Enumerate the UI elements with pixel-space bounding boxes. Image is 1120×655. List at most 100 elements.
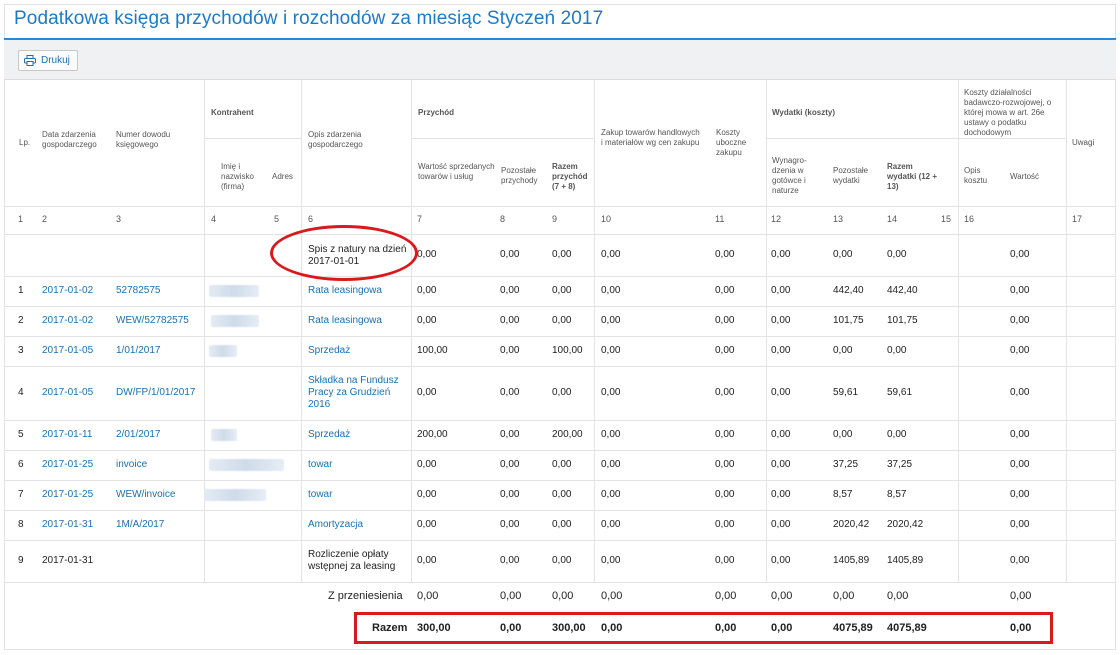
printer-icon (24, 55, 36, 66)
grid-hline (4, 336, 1116, 337)
row-value: 0,00 (500, 555, 520, 566)
column-number: 11 (715, 214, 725, 224)
row-date-link[interactable]: 2017-01-31 (42, 519, 94, 530)
header-lp: Lp. (19, 138, 31, 147)
row-value: 0,00 (601, 285, 621, 296)
header-data: Data zdarzenia gospodarczego (42, 130, 97, 149)
grid-hline (411, 138, 594, 139)
razem-value: 0,00 (601, 622, 623, 634)
row-lp: 6 (18, 459, 24, 470)
row-document-link[interactable]: 52782575 (116, 285, 161, 296)
row-description-link[interactable]: Rata leasingowa (308, 285, 382, 296)
header-imie: Imię i nazwisko (firma) (221, 162, 254, 191)
grid-hline (4, 480, 1116, 481)
row-document-link[interactable]: 2/01/2017 (116, 429, 161, 440)
row-value: 37,25 (833, 459, 859, 470)
header-opis: Opis zdarzenia gospodarczego (308, 130, 363, 149)
row-lp: 1 (18, 285, 24, 296)
header-zakup: Zakup towarów handlowych i materiałów wg… (601, 128, 700, 147)
row-value: 0,00 (552, 285, 572, 296)
razem-value: 300,00 (552, 622, 586, 634)
column-number: 13 (833, 214, 844, 224)
row-lp: 9 (18, 555, 24, 566)
row-value: 0,00 (771, 387, 791, 398)
row-description-link[interactable]: Składka na Fundusz Pracy za Grudzień 201… (308, 375, 399, 410)
row-value: 1405,89 (833, 555, 870, 566)
contractor-redacted (211, 429, 237, 441)
razem-value: 300,00 (417, 622, 451, 634)
row-document-link[interactable]: invoice (116, 459, 148, 470)
row-document-link[interactable]: DW/FP/1/01/2017 (116, 387, 196, 398)
row-value: 0,00 (500, 285, 520, 296)
row-value: 0,00 (715, 429, 735, 440)
row-value: 0,00 (715, 489, 735, 500)
column-number: 9 (552, 214, 558, 224)
row-date-link[interactable]: 2017-01-05 (42, 387, 94, 398)
grid-hline (4, 234, 1116, 235)
highlight-ellipse (270, 225, 418, 281)
row-value: 0,00 (715, 459, 735, 470)
row-date-link[interactable]: 2017-01-25 (42, 459, 94, 470)
grid-vline (958, 80, 959, 582)
row-value: 0,00 (500, 387, 520, 398)
z-przeniesienia-value: 0,00 (552, 590, 574, 602)
row-description-link[interactable]: Sprzedaż (308, 345, 351, 356)
opening-row-value: 0,00 (417, 249, 437, 260)
row-date-link[interactable]: 2017-01-11 (42, 429, 93, 440)
row-document-link[interactable]: 1/01/2017 (116, 345, 161, 356)
row-value: 8,57 (833, 489, 853, 500)
row-description-link[interactable]: Rata leasingowa (308, 315, 382, 326)
row-date-link[interactable]: 2017-01-25 (42, 489, 94, 500)
grid-hline (204, 138, 301, 139)
header-kontrahent: Kontrahent (211, 108, 254, 117)
row-date-link[interactable]: 2017-01-02 (42, 315, 94, 326)
row-description-link[interactable]: Amortyzacja (308, 519, 364, 530)
row-lp: 5 (18, 429, 24, 440)
row-value: 0,00 (500, 429, 520, 440)
column-number: 17 (1072, 214, 1083, 224)
header-razem-wydatki: Razem wydatki (12 + 13) (887, 162, 938, 191)
grid-hline (4, 420, 1116, 421)
row-value: 101,75 (833, 315, 864, 326)
grid-vline (766, 80, 767, 582)
header-pozostale-wydatki: Pozostałe wydatki (833, 166, 869, 185)
row-document-link[interactable]: WEW/52782575 (116, 315, 189, 326)
row-value: 0,00 (552, 519, 572, 530)
opening-row-value: 0,00 (552, 249, 572, 260)
row-value: 0,00 (715, 285, 735, 296)
row-value: 0,00 (552, 489, 572, 500)
row-value: 0,00 (417, 387, 437, 398)
row-description-link: Rozliczenie opłaty wstępnej za leasing (308, 549, 396, 572)
row-value: 0,00 (601, 315, 621, 326)
grid-vline (204, 80, 205, 582)
row-value: 0,00 (417, 315, 437, 326)
column-number: 3 (116, 214, 122, 224)
opening-row-value: 0,00 (715, 249, 735, 260)
row-value: 0,00 (715, 345, 735, 356)
grid-hline (766, 138, 958, 139)
row-value: 0,00 (771, 489, 791, 500)
print-button[interactable]: Drukuj (18, 50, 78, 71)
row-lp: 4 (18, 387, 24, 398)
row-value: 0,00 (1010, 519, 1030, 530)
row-value: 0,00 (601, 519, 621, 530)
row-value: 0,00 (601, 555, 621, 566)
row-description-link[interactable]: towar (308, 459, 333, 470)
row-date-link[interactable]: 2017-01-05 (42, 345, 94, 356)
row-document-link[interactable]: WEW/invoice (116, 489, 176, 500)
z-przeniesienia-value: 0,00 (833, 590, 855, 602)
row-date-link[interactable]: 2017-01-02 (42, 285, 94, 296)
row-description-link[interactable]: Sprzedaż (308, 429, 351, 440)
row-description-link[interactable]: towar (308, 489, 333, 500)
row-value: 0,00 (771, 555, 791, 566)
row-value: 0,00 (1010, 555, 1030, 566)
row-value: 0,00 (417, 489, 437, 500)
row-value: 200,00 (552, 429, 583, 440)
row-value: 0,00 (500, 489, 520, 500)
column-number: 16 (964, 214, 975, 224)
row-value: 0,00 (417, 555, 437, 566)
row-document-link[interactable]: 1M/A/2017 (116, 519, 165, 530)
column-number: 5 (274, 214, 280, 224)
razem-value: 0,00 (500, 622, 522, 634)
row-value: 0,00 (601, 345, 621, 356)
